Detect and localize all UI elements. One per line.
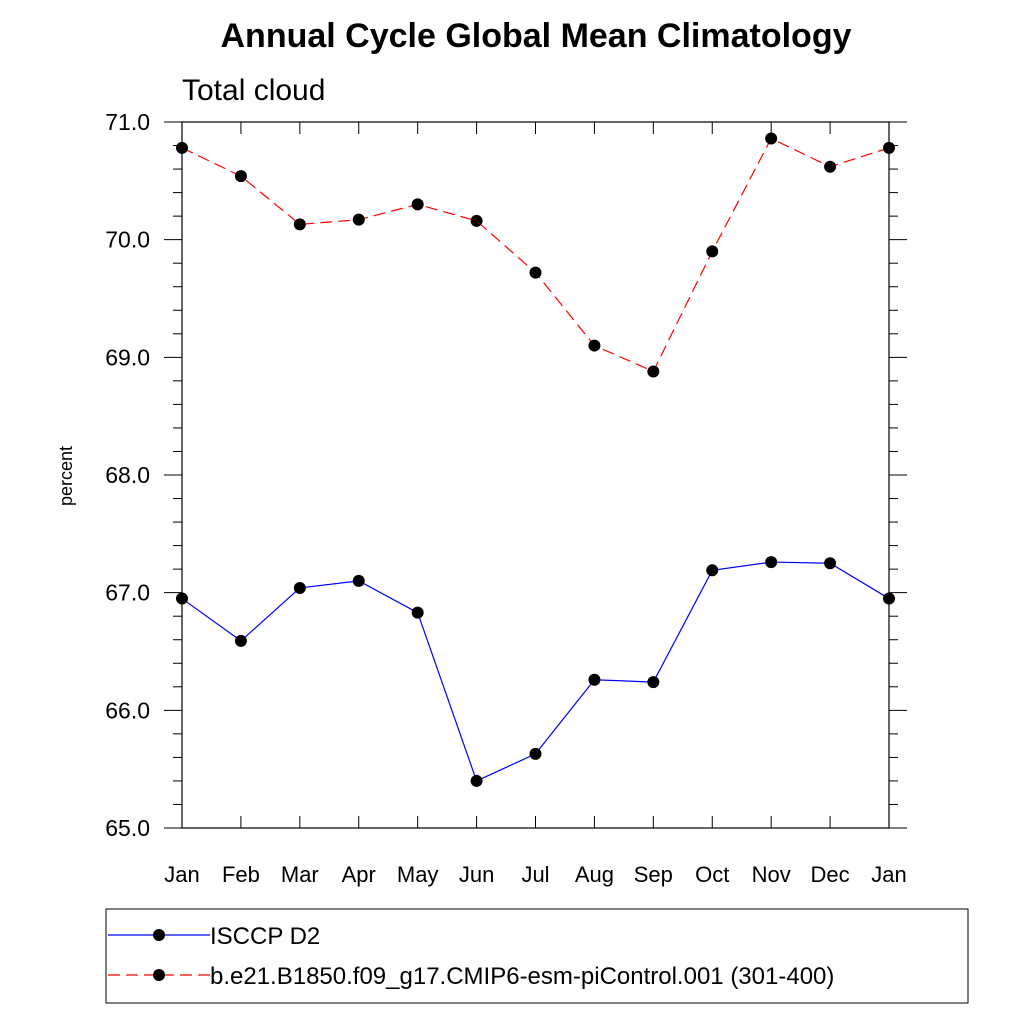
x-tick-label: Feb <box>222 862 260 887</box>
y-tick-label: 65.0 <box>105 815 150 841</box>
data-point-s0-7 <box>588 673 601 686</box>
x-tick-labels: Jan Feb Mar Apr May Jun Jul Aug Sep Oct Nov Dec Jan <box>164 862 906 887</box>
data-point-s0-10 <box>765 556 778 569</box>
series-points <box>176 132 895 787</box>
data-point-s0-11 <box>824 557 837 570</box>
legend-box <box>105 908 969 1004</box>
y-tick-labels: 65.0 66.0 67.0 68.0 69.0 70.0 71.0 <box>105 109 150 841</box>
data-point-s0-5 <box>470 774 483 787</box>
legend-marker-isccp <box>153 929 165 941</box>
x-tick-label: Mar <box>281 862 319 887</box>
data-point-s0-6 <box>529 747 542 760</box>
series-lines <box>181 137 890 782</box>
chart-subtitle: Total cloud <box>182 74 325 107</box>
plot-frame <box>181 121 890 829</box>
data-point-s0-4 <box>411 606 424 619</box>
x-tick-label: Jan <box>871 862 906 887</box>
series-line-1 <box>181 137 890 373</box>
x-tick-label: Aug <box>575 862 614 887</box>
data-point-s1-11 <box>824 160 837 173</box>
x-tick-label: Jan <box>164 862 199 887</box>
data-point-s1-3 <box>352 213 365 226</box>
data-point-s1-1 <box>234 170 247 183</box>
x-tick-label: Dec <box>811 862 850 887</box>
data-point-s0-0 <box>176 592 188 605</box>
legend-label-model: b.e21.B1850.f09_g17.CMIP6-esm-piControl.… <box>210 963 834 990</box>
data-point-s1-0 <box>176 141 188 154</box>
x-tick-label: May <box>397 862 439 887</box>
x-tick-label: Oct <box>695 862 729 887</box>
data-point-s0-2 <box>293 581 306 594</box>
data-point-s1-5 <box>470 214 483 227</box>
x-tick-label: Jun <box>459 862 494 887</box>
x-tick-label: Sep <box>634 862 673 887</box>
data-point-s1-7 <box>588 339 601 352</box>
data-point-s0-12 <box>883 592 895 605</box>
x-tick-label: Nov <box>752 862 791 887</box>
data-point-s0-1 <box>234 634 247 647</box>
y-tick-label: 69.0 <box>105 344 150 370</box>
y-axis-label: percent <box>56 446 76 506</box>
data-point-s1-10 <box>765 132 778 145</box>
chart-title: Annual Cycle Global Mean Climatology <box>221 17 852 55</box>
data-point-s1-4 <box>411 198 424 211</box>
data-point-s0-9 <box>706 564 719 577</box>
data-point-s1-2 <box>293 218 306 231</box>
data-point-s1-9 <box>706 245 719 258</box>
data-point-s1-8 <box>647 365 660 378</box>
legend-marker-model <box>153 969 165 981</box>
x-tick-label: Apr <box>342 862 376 887</box>
axis-ticks <box>164 121 907 829</box>
data-point-s1-6 <box>529 266 542 279</box>
data-point-s1-12 <box>883 141 895 154</box>
y-tick-label: 71.0 <box>105 109 150 135</box>
x-tick-label: Jul <box>521 862 549 887</box>
y-tick-label: 70.0 <box>105 227 150 253</box>
data-point-s0-3 <box>352 574 365 587</box>
legend: ISCCP D2 b.e21.B1850.f09_g17.CMIP6-esm-p… <box>105 908 969 1004</box>
y-tick-label: 66.0 <box>105 697 150 723</box>
y-tick-label: 67.0 <box>105 580 150 606</box>
legend-label-isccp: ISCCP D2 <box>210 923 320 950</box>
data-point-s0-8 <box>647 676 660 689</box>
y-tick-label: 68.0 <box>105 462 150 488</box>
